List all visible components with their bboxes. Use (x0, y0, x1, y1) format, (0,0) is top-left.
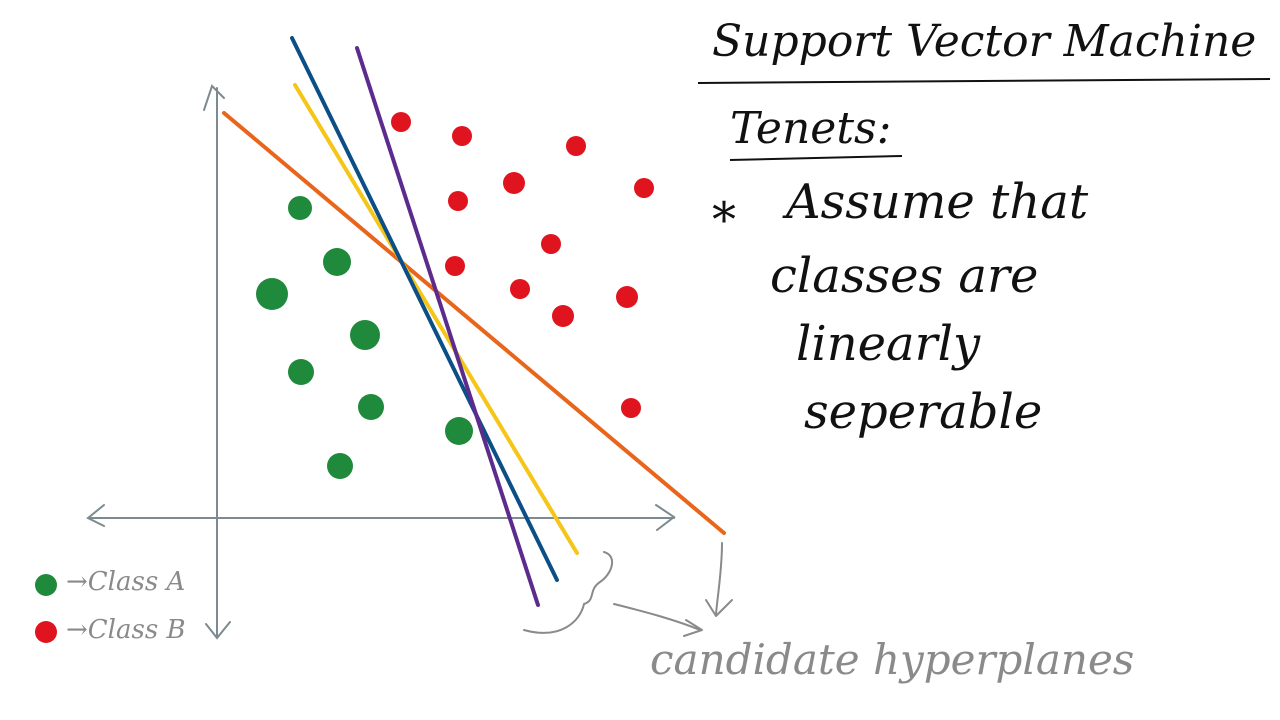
legend: →Class A →Class B (35, 567, 186, 645)
legend-class-a-label: →Class A (66, 567, 185, 597)
class-b-point (634, 178, 654, 198)
x-axis-arrow-left (86, 504, 105, 527)
class-a-point (358, 394, 384, 420)
tenet-line-2: classes are (770, 248, 1038, 304)
class-b-point (391, 112, 411, 132)
tenet-line-1: Assume that (782, 174, 1089, 230)
axes (86, 84, 676, 640)
class-a-points (256, 196, 473, 479)
tenet-line-3: linearly (796, 316, 981, 372)
class-b-point (552, 305, 574, 327)
y-axis-arrow-bottom (205, 621, 231, 640)
class-b-point (541, 234, 561, 254)
title-underline (697, 78, 1271, 84)
hyperplane-orange (222, 111, 726, 535)
arrow-head-icon (683, 619, 703, 637)
class-b-point (452, 126, 472, 146)
tenets-underline (729, 155, 903, 161)
arrow-from-orange-line-icon (715, 542, 723, 615)
class-a-point (445, 417, 473, 445)
x-axis-arrow-right (655, 504, 676, 531)
class-b-point (503, 172, 525, 194)
hyperplane-yellow (293, 83, 579, 555)
class-a-point (350, 320, 380, 350)
hyperplane-blue (290, 36, 559, 582)
class-a-point (288, 359, 314, 385)
class-a-point (327, 453, 353, 479)
class-a-point (323, 248, 351, 276)
class-b-point (621, 398, 641, 418)
hyperplane-purple (355, 46, 540, 607)
y-axis-arrow-top (203, 84, 225, 111)
class-b-point (510, 279, 530, 299)
legend-class-b-swatch (35, 621, 57, 643)
candidate-hyperplanes-label: candidate hyperplanes (650, 635, 1134, 684)
legend-class-a-swatch (35, 574, 57, 596)
bullet-asterisk: * (712, 192, 736, 248)
hyperplanes (222, 36, 726, 607)
page-title: Support Vector Machine (712, 16, 1256, 67)
arrow-head-down-icon (705, 599, 733, 617)
class-b-point (616, 286, 638, 308)
class-b-point (448, 191, 468, 211)
arrow-to-hyperplanes-icon (613, 603, 701, 631)
class-b-point (445, 256, 465, 276)
brace-icon (523, 551, 614, 634)
class-b-point (566, 136, 586, 156)
tenet-line-4: seperable (804, 384, 1042, 440)
class-a-point (288, 196, 312, 220)
annotation-arrows (523, 542, 733, 637)
tenets-heading: Tenets: (730, 103, 891, 154)
legend-class-b-label: →Class B (66, 615, 186, 645)
class-a-point (256, 278, 288, 310)
class-b-points (391, 112, 654, 418)
